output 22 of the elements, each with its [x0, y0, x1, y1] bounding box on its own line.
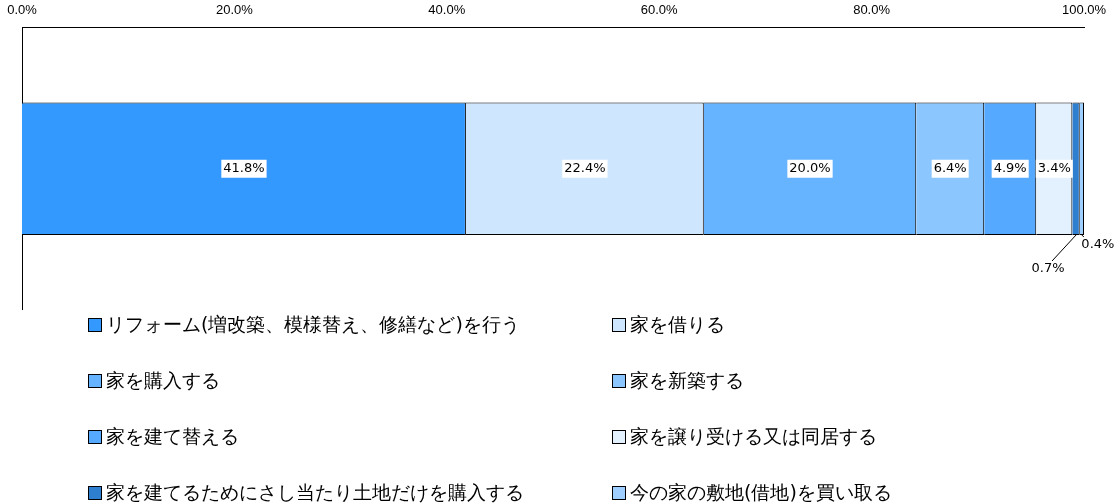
- x-tick-label: 0.0%: [7, 2, 38, 18]
- legend-label: 家を借りる: [630, 312, 725, 337]
- text: 0.7%: [1031, 260, 1065, 276]
- x-tick-label: 20.0%: [215, 2, 254, 18]
- text: 22.4%: [564, 160, 606, 176]
- text: 20.0%: [789, 160, 831, 176]
- text: 4.9%: [993, 160, 1027, 176]
- legend-label: 家を譲り受ける又は同居する: [630, 424, 877, 449]
- legend-label: 家を建てるためにさし当たり土地だけを購入する: [106, 480, 524, 504]
- legend-label: 家を新築する: [630, 368, 744, 393]
- text: 6.4%: [933, 160, 967, 176]
- legend-label: リフォーム(増改築、模様替え、修繕など)を行う: [106, 312, 520, 337]
- text: 41.8%: [223, 160, 265, 176]
- legend-label: 今の家の敷地(借地)を買い取る: [630, 480, 892, 504]
- text: 3.4%: [1037, 160, 1071, 176]
- x-tick-label: 80.0%: [853, 2, 891, 18]
- legend-label: 家を購入する: [106, 368, 220, 393]
- text: 0.4%: [1081, 236, 1115, 252]
- legend-label: 家を建て替える: [106, 424, 239, 449]
- x-tick-label: 100.0%: [1061, 2, 1107, 18]
- x-tick-label: 40.0%: [428, 2, 466, 18]
- x-tick-label: 60.0%: [640, 2, 679, 18]
